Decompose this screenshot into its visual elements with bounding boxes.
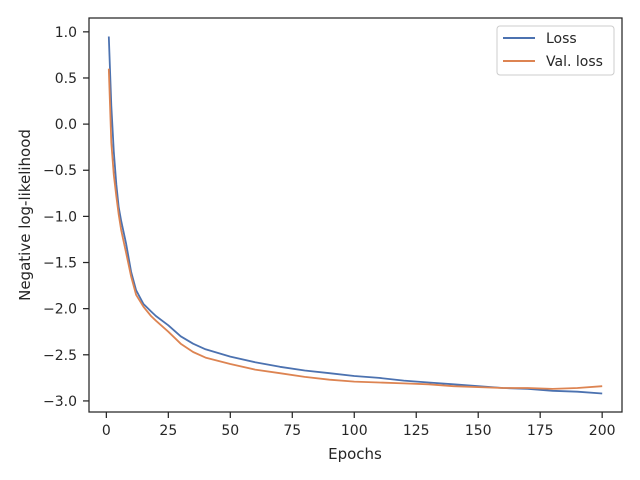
y-tick-label: 1.0 — [55, 25, 77, 41]
series-lines — [107, 36, 603, 395]
plot-area — [88, 17, 623, 413]
y-tick-label: −2.5 — [43, 348, 77, 364]
y-tick-label: 0.5 — [55, 71, 77, 87]
series-line-loss — [107, 36, 603, 395]
x-tick-label: 0 — [102, 423, 111, 439]
y-tick-label: −0.5 — [43, 163, 77, 179]
y-tick-label: −1.0 — [43, 209, 77, 225]
x-tick-label: 75 — [283, 423, 301, 439]
y-axis: 1.0 0.5 0.0 −0.5 −1.0 −1.5 −2.0 −2.5 −3.0 — [43, 25, 89, 410]
y-tick-label: 0.0 — [55, 117, 77, 133]
legend-label-val-loss: Val. loss — [546, 54, 603, 70]
series-line-val-loss — [107, 68, 603, 390]
y-tick-label: −1.5 — [43, 256, 77, 272]
x-tick-label: 125 — [403, 423, 430, 439]
x-axis-title: Epochs — [328, 445, 382, 463]
x-axis: 0 25 50 75 100 125 150 175 200 — [102, 412, 616, 439]
x-tick-label: 100 — [341, 423, 368, 439]
legend: Loss Val. loss — [496, 25, 615, 76]
x-tick-label: 50 — [221, 423, 239, 439]
y-tick-label: −3.0 — [43, 394, 77, 410]
x-tick-label: 150 — [465, 423, 492, 439]
legend-label-loss: Loss — [546, 31, 577, 47]
x-tick-label: 25 — [159, 423, 177, 439]
x-tick-label: 175 — [527, 423, 554, 439]
y-tick-label: −2.0 — [43, 302, 77, 318]
y-axis-title: Negative log-likelihood — [16, 129, 34, 301]
x-tick-label: 200 — [589, 423, 616, 439]
